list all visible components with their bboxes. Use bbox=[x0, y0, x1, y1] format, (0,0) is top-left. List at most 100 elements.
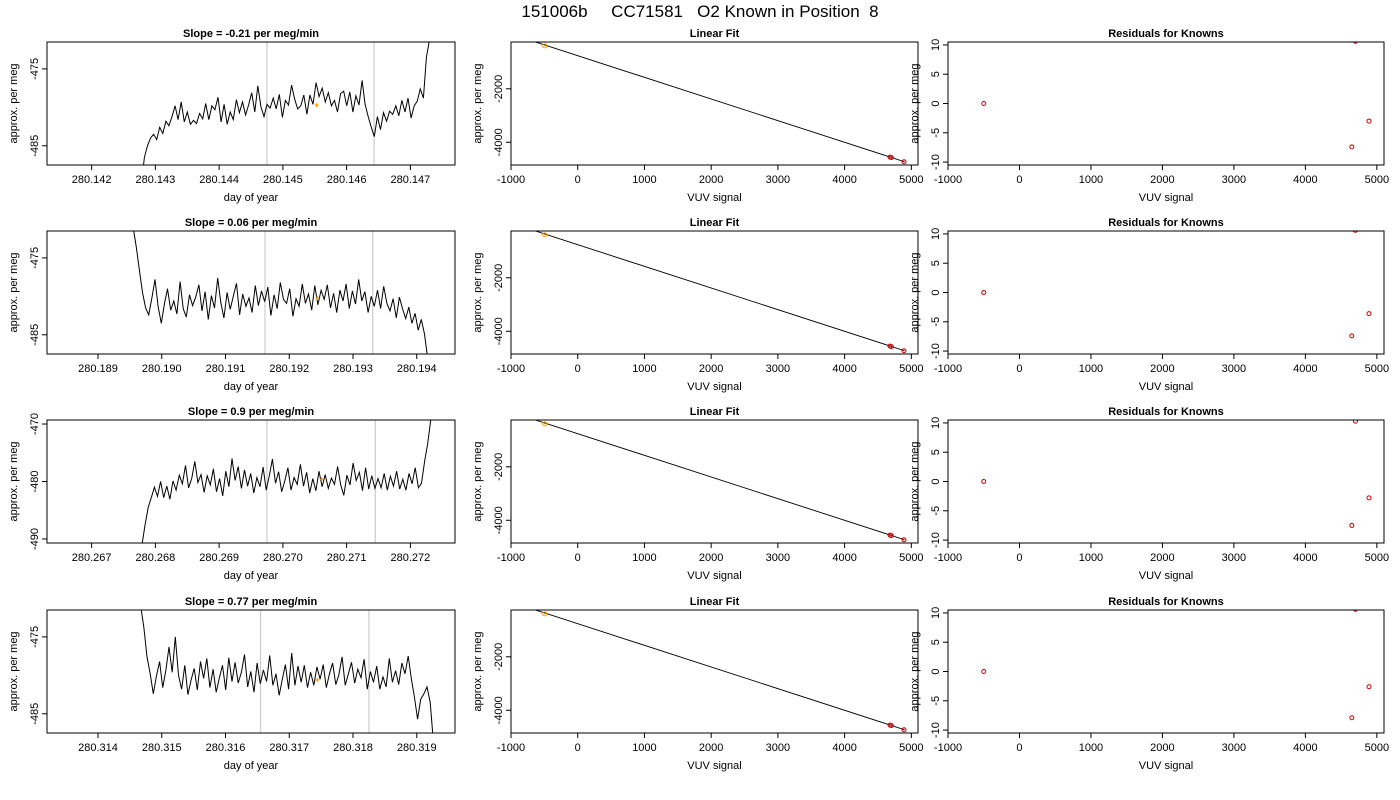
x-axis-label: day of year bbox=[224, 570, 279, 582]
data-point bbox=[542, 421, 548, 427]
plot-frame bbox=[947, 609, 1385, 734]
x-tick-label: 4000 bbox=[832, 363, 856, 375]
x-tick-label: 4000 bbox=[832, 742, 856, 754]
x-tick-label: 280.272 bbox=[390, 552, 430, 564]
x-tick-label: 5000 bbox=[899, 363, 923, 375]
data-point bbox=[981, 290, 987, 295]
page-title: 151006b CC71581 O2 Known in Position 8 bbox=[521, 2, 879, 21]
x-tick-label: 2000 bbox=[699, 174, 723, 186]
x-tick-label: -1000 bbox=[934, 742, 962, 754]
x-tick-label: 2000 bbox=[699, 742, 723, 754]
data-point bbox=[1349, 144, 1355, 150]
y-tick-label: 10 bbox=[930, 607, 942, 619]
y-tick-label: -10 bbox=[930, 343, 942, 359]
y-tick-label: 0 bbox=[930, 668, 942, 674]
data-series-line bbox=[140, 610, 434, 733]
chart-panel-3: Residuals for Knowns -1000 0 1000 2000 3000 40… bbox=[909, 28, 1389, 204]
x-axis-label: VUV signal bbox=[1139, 192, 1193, 204]
x-tick-label: 0 bbox=[1016, 363, 1022, 375]
x-axis-label: VUV signal bbox=[1139, 570, 1193, 582]
x-tick-label: 5000 bbox=[1365, 174, 1389, 186]
chart-title: Linear Fit bbox=[690, 28, 740, 40]
x-tick-label: -1000 bbox=[497, 174, 525, 186]
y-tick-label: -10 bbox=[930, 722, 942, 738]
y-tick-label: -2000 bbox=[493, 453, 505, 481]
chart-panel-1: Slope = -0.21 per meg/min 280.142 280.143 2… bbox=[8, 28, 456, 204]
chart-panel-9: Residuals for Knowns -1000 0 1000 2000 3000 40… bbox=[909, 406, 1389, 582]
x-tick-label: 280.142 bbox=[72, 174, 112, 186]
data-point bbox=[1349, 522, 1355, 528]
plot-frame bbox=[510, 419, 919, 544]
x-tick-label: 5000 bbox=[899, 742, 923, 754]
x-tick-label: 2000 bbox=[699, 363, 723, 375]
x-tick-label: 3000 bbox=[766, 552, 790, 564]
y-axis-label: approx. per meg bbox=[8, 63, 20, 143]
x-axis-label: day of year bbox=[224, 381, 279, 393]
x-tick-label: 280.194 bbox=[397, 363, 437, 375]
chart-title: Slope = 0.06 per meg/min bbox=[185, 217, 318, 229]
x-tick-label: 5000 bbox=[899, 552, 923, 564]
x-tick-label: 3000 bbox=[766, 742, 790, 754]
data-point bbox=[1352, 610, 1358, 612]
y-tick-label: -475 bbox=[29, 626, 41, 648]
x-tick-label: 280.143 bbox=[135, 174, 175, 186]
x-tick-label: 280.319 bbox=[397, 742, 437, 754]
data-point bbox=[901, 727, 907, 733]
data-point bbox=[981, 479, 987, 484]
x-tick-label: 280.192 bbox=[269, 363, 309, 375]
y-axis-label: approx. per meg bbox=[909, 631, 921, 711]
x-tick-label: 5000 bbox=[1365, 363, 1389, 375]
x-tick-label: 280.144 bbox=[199, 174, 239, 186]
x-tick-label: 0 bbox=[575, 552, 581, 564]
y-tick-label: -5 bbox=[930, 696, 942, 706]
plot-frame bbox=[46, 230, 456, 355]
x-tick-label: 3000 bbox=[1222, 174, 1246, 186]
data-point bbox=[1352, 420, 1358, 424]
data-point bbox=[1366, 495, 1372, 501]
y-tick-label: -480 bbox=[29, 470, 41, 492]
x-tick-label: 4000 bbox=[1293, 742, 1317, 754]
y-tick-label: -485 bbox=[29, 135, 41, 157]
data-point bbox=[888, 344, 894, 350]
chart-panel-5: Linear Fit -1000 0 1000 2000 3000 4000 5000 -200… bbox=[472, 217, 924, 393]
x-tick-label: 280.267 bbox=[72, 552, 112, 564]
y-tick-label: -10 bbox=[930, 154, 942, 170]
x-tick-label: -1000 bbox=[934, 174, 962, 186]
y-tick-label: 5 bbox=[930, 639, 942, 645]
chart-panel-4: Slope = 0.06 per meg/min 280.189 280.190 28… bbox=[8, 217, 456, 393]
chart-title: Residuals for Knowns bbox=[1108, 596, 1224, 608]
x-tick-label: 280.315 bbox=[142, 742, 182, 754]
chart-title: Residuals for Knowns bbox=[1108, 28, 1224, 40]
x-tick-label: 5000 bbox=[1365, 742, 1389, 754]
chart-panel-7: Slope = 0.9 per meg/min 280.267 280.268 280… bbox=[8, 406, 456, 582]
x-axis-label: VUV signal bbox=[687, 381, 741, 393]
x-tick-label: 3000 bbox=[766, 174, 790, 186]
y-tick-label: 5 bbox=[930, 260, 942, 266]
data-point bbox=[981, 101, 987, 106]
plot-frame bbox=[947, 419, 1385, 544]
chart-title: Slope = -0.21 per meg/min bbox=[183, 28, 319, 40]
y-tick-label: -2000 bbox=[493, 643, 505, 671]
y-tick-label: -2000 bbox=[493, 264, 505, 292]
data-point bbox=[1352, 42, 1358, 44]
data-point bbox=[888, 723, 894, 729]
x-axis-label: VUV signal bbox=[1139, 760, 1193, 772]
chart-panel-12: Residuals for Knowns -1000 0 1000 2000 3000 40… bbox=[909, 596, 1389, 772]
x-tick-label: 0 bbox=[575, 742, 581, 754]
x-tick-label: 1000 bbox=[632, 174, 656, 186]
x-tick-label: 0 bbox=[1016, 174, 1022, 186]
chart-title: Residuals for Knowns bbox=[1108, 217, 1224, 229]
plot-frame bbox=[947, 41, 1385, 166]
x-tick-label: 280.193 bbox=[333, 363, 373, 375]
chart-title: Slope = 0.77 per meg/min bbox=[185, 596, 318, 608]
chart-title: Residuals for Knowns bbox=[1108, 406, 1224, 418]
fit-line bbox=[534, 231, 905, 352]
x-tick-label: 280.146 bbox=[327, 174, 367, 186]
mean-marker bbox=[314, 103, 319, 108]
fit-line bbox=[534, 420, 905, 541]
y-tick-label: 0 bbox=[930, 289, 942, 295]
plot-frame bbox=[510, 230, 919, 355]
mean-marker bbox=[315, 295, 320, 300]
y-tick-label: 10 bbox=[930, 417, 942, 429]
y-tick-label: -4000 bbox=[493, 506, 505, 534]
